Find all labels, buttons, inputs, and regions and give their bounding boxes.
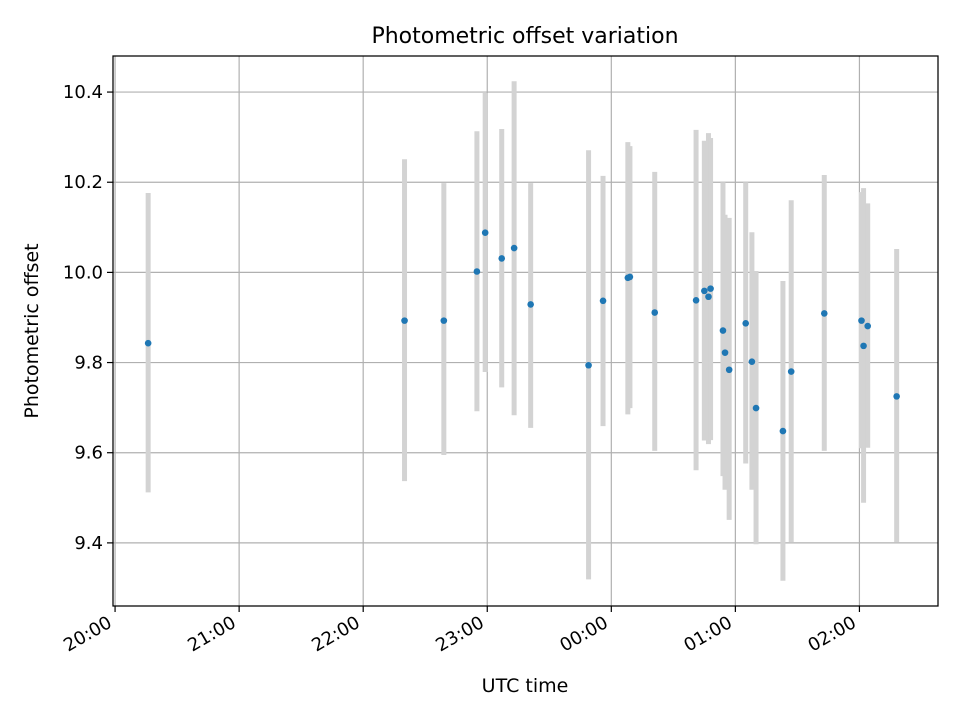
data-point [401, 317, 408, 324]
data-point [858, 317, 865, 324]
data-point [626, 273, 634, 281]
data-point [651, 309, 659, 316]
data-point [742, 320, 750, 327]
error-bars [145, 81, 900, 581]
data-point [748, 358, 756, 365]
y-axis-label: Photometric offset [21, 243, 43, 418]
data-point [498, 255, 506, 262]
data-point [719, 327, 727, 334]
x-tick-label: 21:00 [184, 612, 239, 656]
data-point [721, 349, 729, 356]
data-point [820, 310, 828, 317]
data-point [752, 404, 760, 412]
data-points [144, 229, 900, 435]
x-tick-label: 20:00 [60, 612, 115, 656]
y-tick-label: 9.4 [74, 533, 103, 554]
grid [113, 56, 938, 606]
y-tick-label: 9.8 [74, 353, 103, 374]
data-point [692, 297, 700, 304]
data-point [860, 342, 867, 350]
chart-title: Photometric offset variation [371, 24, 678, 49]
x-axis-label: UTC time [482, 675, 569, 697]
data-point [779, 427, 787, 435]
x-tick-label: 02:00 [805, 612, 860, 656]
data-point [481, 229, 489, 237]
data-point [701, 287, 708, 295]
data-point [725, 366, 733, 374]
y-tick-label: 10.2 [63, 172, 103, 193]
x-tick-label: 01:00 [680, 612, 735, 656]
y-tick-label: 10.0 [63, 262, 103, 283]
x-tick-label: 00:00 [556, 612, 611, 656]
data-point [473, 268, 481, 275]
data-point [787, 368, 795, 375]
data-point [705, 293, 712, 301]
x-tick-label: 23:00 [432, 612, 487, 656]
axis-ticks: 20:00 21:00 22:00 23:00 00:00 01:00 02:00 9.4 9.… [60, 82, 861, 656]
data-point [440, 317, 448, 324]
data-point [510, 244, 518, 252]
data-point [707, 285, 714, 292]
data-point [599, 297, 607, 305]
data-point [527, 301, 534, 308]
data-point [585, 361, 592, 369]
data-point [893, 393, 900, 400]
x-tick-label: 22:00 [308, 612, 363, 656]
y-tick-label: 10.4 [63, 82, 103, 103]
data-point [864, 322, 871, 330]
plot-frame [112, 55, 939, 607]
data-point [144, 339, 152, 347]
y-tick-label: 9.6 [74, 443, 103, 464]
